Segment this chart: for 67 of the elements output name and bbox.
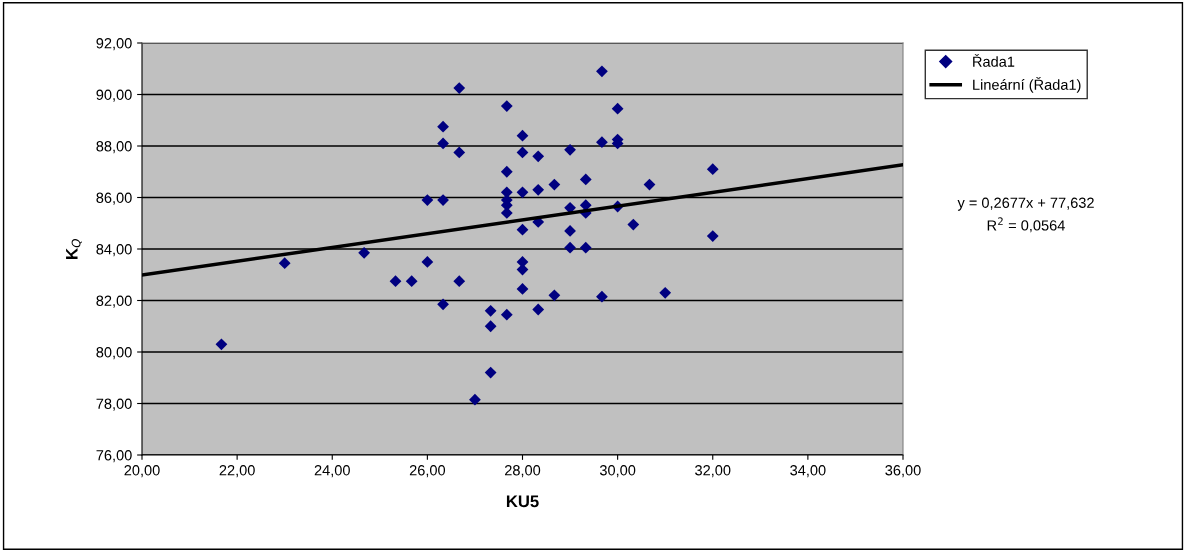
legend-label: Řada1 bbox=[973, 53, 1015, 67]
point bbox=[548, 289, 561, 302]
point bbox=[278, 257, 291, 270]
y-tick-label: 76,00 bbox=[96, 450, 132, 463]
x-tick-label: 20,00 bbox=[124, 465, 160, 478]
point bbox=[437, 120, 449, 133]
point bbox=[516, 129, 529, 142]
point bbox=[421, 255, 434, 268]
point bbox=[596, 65, 608, 78]
point bbox=[437, 298, 449, 311]
point bbox=[596, 290, 608, 303]
x-tick-label: 26,00 bbox=[409, 465, 446, 478]
x-tick-label: 32,00 bbox=[695, 465, 731, 478]
point bbox=[437, 137, 449, 150]
point bbox=[532, 303, 545, 316]
point bbox=[437, 194, 449, 206]
y-tick-label: 78,00 bbox=[96, 398, 132, 411]
point bbox=[453, 82, 466, 94]
point bbox=[564, 241, 576, 254]
point bbox=[215, 338, 228, 351]
y-axis-title: K$_{Q}$ bbox=[66, 239, 82, 259]
point bbox=[532, 183, 545, 196]
point bbox=[484, 320, 497, 333]
point bbox=[484, 366, 497, 379]
point bbox=[548, 178, 561, 191]
point bbox=[532, 150, 545, 163]
y-tick-label: 86,00 bbox=[96, 192, 132, 205]
point bbox=[516, 283, 529, 295]
text: y = 0,2677x + 77,632 bbox=[957, 197, 1094, 211]
point bbox=[706, 230, 719, 243]
point bbox=[469, 393, 481, 406]
point bbox=[579, 173, 592, 186]
text: R$^{2}$ = 0,0564 bbox=[987, 217, 1065, 233]
x-axis-title: KU5 bbox=[506, 495, 539, 508]
x-tick-label: 24,00 bbox=[314, 465, 350, 478]
x-tick-label: 34,00 bbox=[790, 465, 826, 478]
x-tick-label: 30,00 bbox=[599, 465, 636, 478]
y-tick-label: 80,00 bbox=[96, 347, 132, 360]
point bbox=[500, 308, 513, 321]
point bbox=[706, 163, 719, 176]
point bbox=[579, 241, 592, 254]
y-tick-label: 88,00 bbox=[96, 141, 132, 154]
point bbox=[421, 194, 434, 206]
y-tick-label: 92,00 bbox=[96, 38, 132, 51]
y-tick-label: 90,00 bbox=[96, 89, 132, 102]
point bbox=[659, 286, 672, 299]
point bbox=[453, 275, 466, 288]
legend-label: Lineární (Řada1) bbox=[973, 77, 1081, 93]
point bbox=[516, 186, 529, 199]
point bbox=[389, 275, 402, 288]
point bbox=[500, 165, 513, 178]
point bbox=[627, 218, 640, 231]
x-tick-label: 36,00 bbox=[885, 465, 921, 478]
point bbox=[405, 275, 418, 288]
point bbox=[611, 102, 624, 115]
x-tick-label: 28,00 bbox=[504, 465, 541, 478]
point bbox=[516, 223, 529, 236]
point bbox=[500, 100, 513, 112]
x-tick-label: 22,00 bbox=[219, 465, 255, 478]
point bbox=[453, 146, 466, 159]
point bbox=[596, 136, 608, 149]
point bbox=[643, 178, 656, 191]
point bbox=[564, 143, 576, 156]
y-tick-label: 84,00 bbox=[96, 244, 132, 257]
point bbox=[484, 304, 497, 317]
y-tick-label: 82,00 bbox=[96, 295, 132, 308]
point bbox=[358, 246, 371, 259]
